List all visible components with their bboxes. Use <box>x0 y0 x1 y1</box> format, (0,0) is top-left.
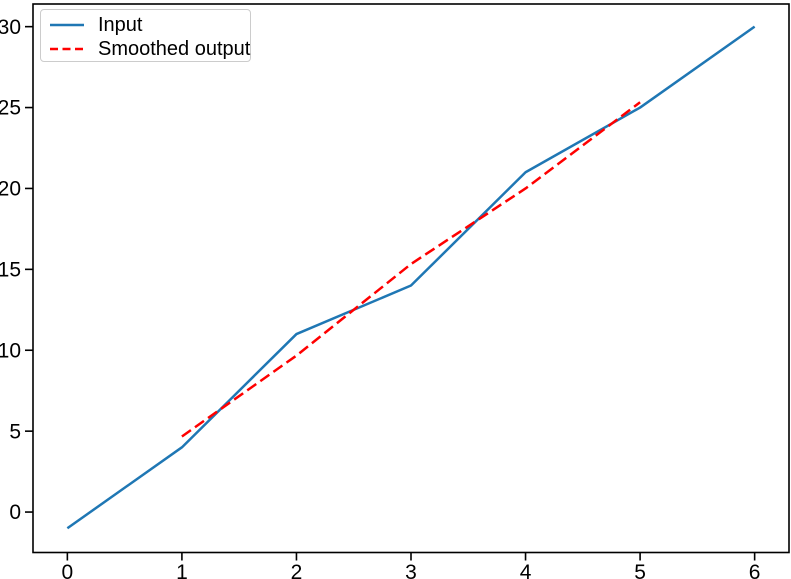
x-tick-label: 1 <box>176 561 188 579</box>
input-line-sample-icon <box>50 23 84 27</box>
axes-frame <box>32 3 790 554</box>
series-line-smoothed-output <box>181 101 641 438</box>
series-line-input <box>66 25 756 530</box>
x-tick-label: 3 <box>405 561 417 579</box>
y-tick-label: 5 <box>9 420 21 443</box>
smoothed-output-line-sample-icon <box>50 47 84 51</box>
x-tick-label: 5 <box>634 561 646 579</box>
legend-label-input: Input <box>98 14 143 36</box>
x-tick-label: 0 <box>62 561 74 579</box>
legend-item-input: Input <box>49 13 242 37</box>
y-tick-label: 15 <box>0 258 21 281</box>
y-tick-label: 30 <box>0 16 21 39</box>
x-tick-label: 2 <box>291 561 303 579</box>
y-tick-label: 10 <box>0 339 21 362</box>
x-tick-label: 4 <box>520 561 532 579</box>
legend: Input Smoothed output <box>40 9 251 62</box>
y-tick-label: 25 <box>0 97 21 120</box>
y-tick-label: 20 <box>0 178 21 201</box>
legend-label-smoothed-output: Smoothed output <box>98 38 251 60</box>
legend-item-smoothed-output: Smoothed output <box>49 37 250 61</box>
y-tick-label: 0 <box>9 501 21 524</box>
x-tick-label: 6 <box>749 561 761 579</box>
